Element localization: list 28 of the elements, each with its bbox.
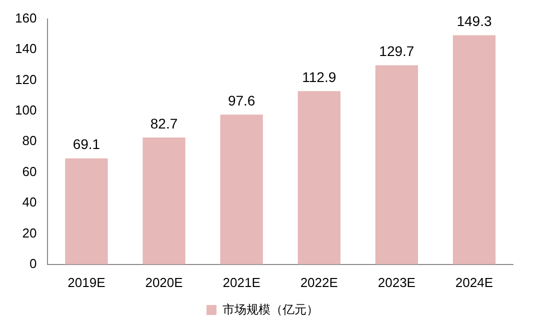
y-tick-label: 120	[14, 72, 37, 87]
data-label: 112.9	[302, 68, 336, 85]
y-tick-label: 100	[14, 102, 37, 118]
bar	[298, 91, 340, 264]
y-tick-label: 20	[22, 225, 37, 240]
x-tick-label: 2023E	[378, 274, 416, 290]
y-tick-label: 160	[14, 10, 37, 26]
bar	[220, 114, 263, 264]
x-tick-label: 2021E	[222, 274, 261, 290]
x-tick-label: 2019E	[68, 274, 106, 290]
data-label: 69.1	[72, 136, 100, 152]
legend-label: 市场规模（亿元）	[222, 302, 318, 316]
x-tick-label: 2020E	[145, 274, 184, 290]
y-tick-label: 60	[22, 164, 37, 179]
y-tick-label: 40	[22, 194, 37, 210]
bar	[375, 65, 418, 264]
x-tick-label: 2024E	[455, 274, 494, 290]
x-tick-label: 2022E	[300, 274, 338, 290]
bar	[142, 137, 186, 264]
bar	[65, 158, 108, 264]
data-label: 149.3	[456, 13, 492, 30]
data-label: 97.6	[228, 92, 256, 108]
y-tick-label: 80	[22, 133, 37, 148]
y-tick-label: 140	[14, 41, 37, 56]
data-label: 129.7	[379, 43, 414, 60]
y-tick-label: 0	[29, 256, 37, 271]
bar	[452, 35, 496, 264]
data-label: 82.7	[150, 115, 178, 132]
